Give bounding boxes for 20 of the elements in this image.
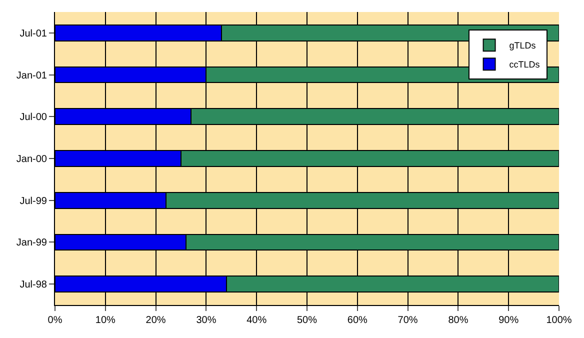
x-tick-label: 0% [48,315,62,326]
x-tick-label: 10% [95,315,116,326]
x-tick-label: 30% [196,315,216,326]
legend-label: ccTLDs [509,60,540,70]
x-tick-label: 70% [398,315,418,326]
y-tick-label: Jan-99 [16,238,48,249]
y-tick-label: Jul-99 [20,196,48,207]
x-tick-label: 20% [146,315,166,326]
y-tick-label: Jan-00 [16,154,48,165]
x-tick-label: 60% [347,315,368,326]
x-tick-label: 80% [448,315,468,326]
y-tick-label: Jul-00 [20,112,48,124]
y-tick-label: Jul-98 [20,280,48,291]
x-tick-label: 40% [246,315,267,326]
x-tick-label: 90% [498,315,519,326]
y-tick-label: Jul-01 [20,28,48,40]
legend-label: gTLDs [509,40,536,51]
y-tick-label: Jan-01 [16,70,48,82]
x-tick-label: 100% [546,315,572,326]
x-tick-label: 50% [296,315,318,326]
